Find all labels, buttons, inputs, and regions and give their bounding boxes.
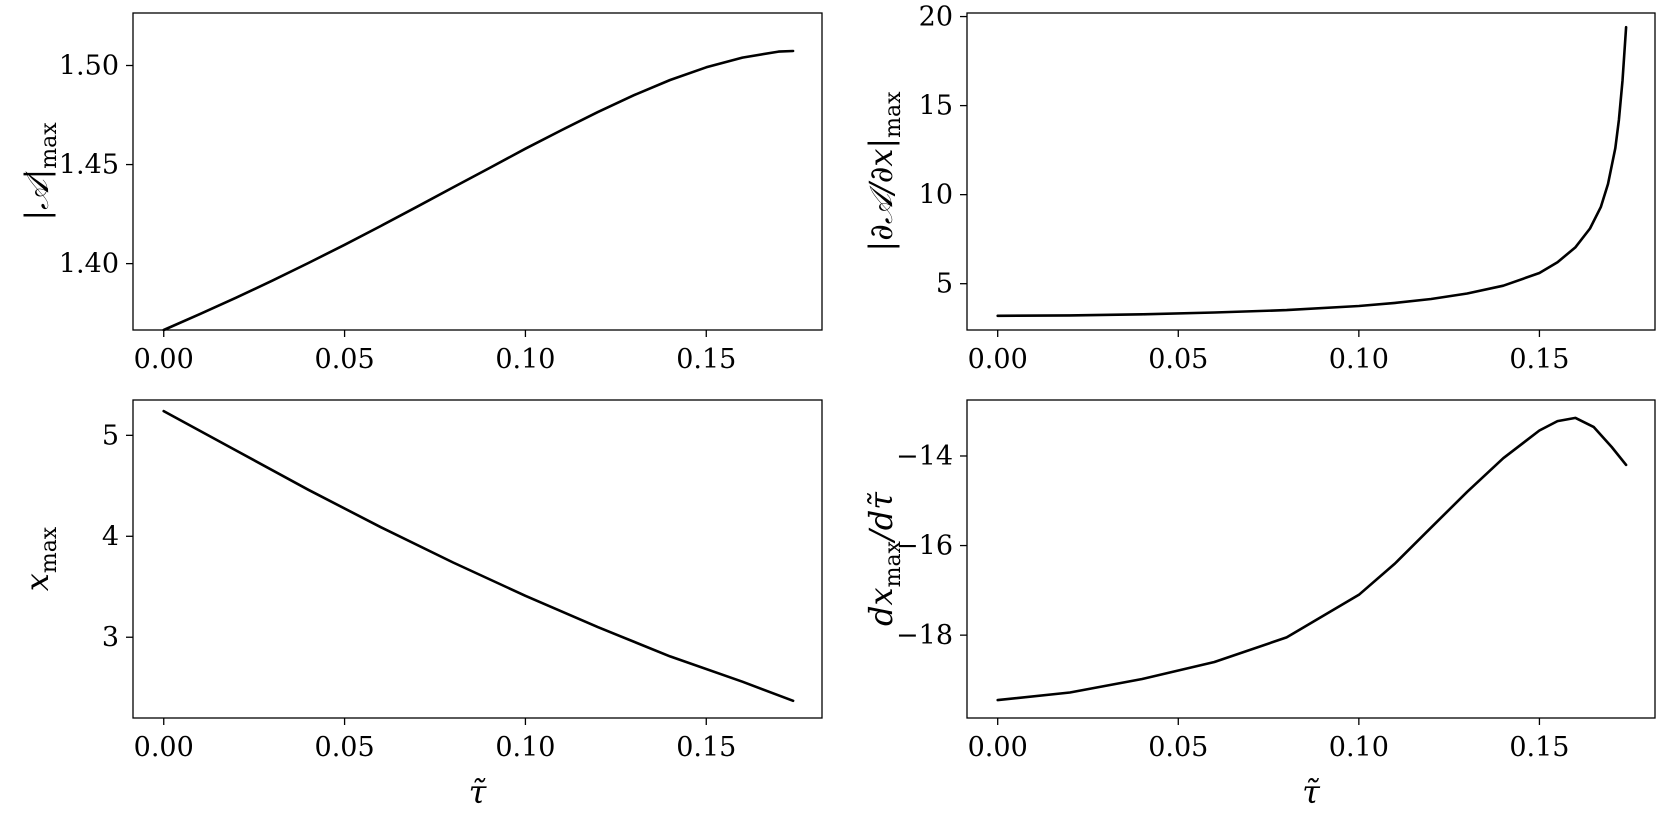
velocity-ylabel: dxmax/dτ̃ — [862, 491, 906, 626]
x-tick-label: 0.10 — [495, 732, 555, 763]
axes-frame — [132, 12, 823, 331]
ylabel-subscript: max — [881, 540, 906, 587]
x-tick-label: 0.05 — [1148, 732, 1208, 763]
amplitude-max-ylabel: |𝒜|max — [18, 122, 62, 221]
ylabel-main: dx — [862, 587, 900, 626]
y-tick-label: 1.45 — [59, 150, 119, 181]
ylabel-tail: /dτ̃ — [862, 491, 900, 544]
x-tick-label: 0.10 — [1329, 344, 1389, 375]
velocity-curve — [996, 416, 1628, 702]
x-tick-label: 0.15 — [676, 732, 736, 763]
x-tick-label: 0.05 — [315, 732, 375, 763]
position-max-curve — [162, 409, 795, 703]
ylabel-subscript: max — [37, 526, 62, 573]
y-tick-label: −16 — [896, 531, 953, 562]
x-tick-label: 0.10 — [1329, 732, 1389, 763]
ylabel-subscript: max — [37, 122, 62, 169]
x-tick-label: 0.15 — [676, 344, 736, 375]
ylabel-main: |∂𝒜/∂x| — [862, 138, 900, 252]
y-tick-label: 10 — [919, 180, 953, 211]
axes-frame — [966, 12, 1656, 331]
y-tick-label: 4 — [102, 521, 119, 552]
amplitude-max-panel: 0.00 0.05 0.10 0.15 1.40 1.45 1.50 |𝒜|max — [18, 12, 823, 375]
y-tick-label: 5 — [936, 269, 953, 300]
position-max-xlabel: τ̃ — [469, 773, 488, 811]
axes-frame — [132, 399, 823, 719]
ylabel-main: |𝒜| — [18, 169, 56, 221]
x-tick-label: 0.15 — [1509, 344, 1569, 375]
ylabel-main: x — [18, 573, 56, 591]
y-tick-label: −14 — [896, 441, 953, 472]
gradient-max-curve — [996, 25, 1628, 318]
y-tick-label: 5 — [102, 420, 119, 451]
y-tick-label: 20 — [919, 2, 953, 33]
x-tick-label: 0.05 — [1148, 344, 1208, 375]
ylabel-subscript: max — [881, 91, 906, 138]
y-tick-label: 3 — [102, 622, 119, 653]
x-tick-label: 0.00 — [134, 732, 194, 763]
axes-frame — [966, 399, 1656, 719]
x-tick-label: 0.15 — [1509, 732, 1569, 763]
x-tick-label: 0.00 — [968, 732, 1028, 763]
x-tick-label: 0.00 — [134, 344, 194, 375]
y-tick-label: 1.40 — [59, 249, 119, 280]
x-tick-label: 0.05 — [315, 344, 375, 375]
position-max-panel: 0.00 0.05 0.10 0.15 3 4 5 xmax τ̃ — [18, 399, 823, 811]
amplitude-max-curve — [162, 49, 795, 332]
x-tick-label: 0.10 — [495, 344, 555, 375]
velocity-xlabel: τ̃ — [1302, 773, 1321, 811]
x-tick-label: 0.00 — [968, 344, 1028, 375]
y-tick-label: −18 — [896, 620, 953, 651]
gradient-max-ylabel: |∂𝒜/∂x|max — [862, 91, 906, 252]
y-tick-label: 1.50 — [59, 51, 119, 82]
y-tick-label: 15 — [919, 91, 953, 122]
gradient-max-panel: 0.00 0.05 0.10 0.15 5 10 15 20 |∂𝒜/∂x|max — [862, 2, 1656, 375]
position-max-ylabel: xmax — [18, 526, 62, 591]
